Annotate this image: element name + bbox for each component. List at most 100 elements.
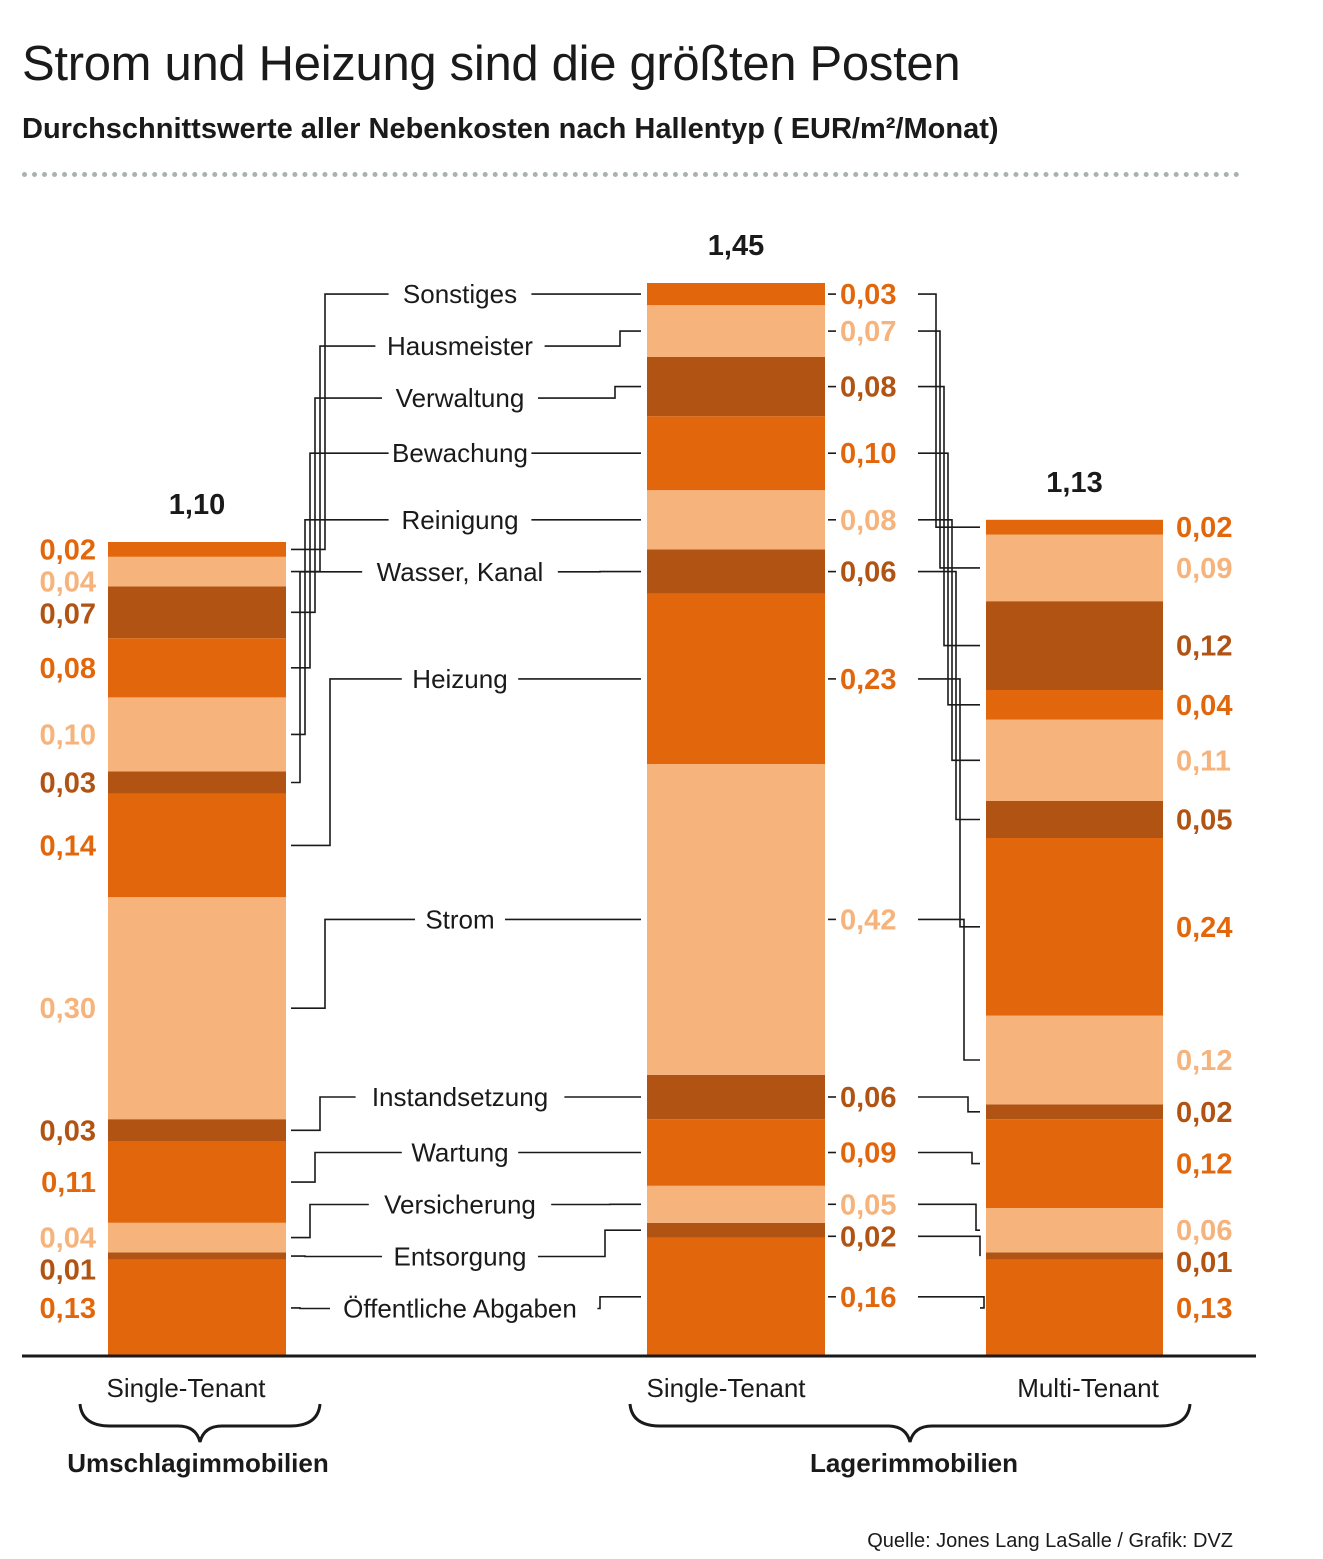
series-label-reinigung: Reinigung bbox=[401, 505, 518, 535]
leader-left-verwaltung bbox=[291, 397, 382, 614]
value-label-reinigung-1: 0,10 bbox=[40, 719, 96, 751]
leader-left-wartung bbox=[291, 1151, 402, 1183]
bar-segment-wartung-3 bbox=[986, 1119, 1163, 1208]
group-brace-umschlagimmobilien bbox=[78, 1403, 322, 1443]
leader-left-oeffentliche-abgaben bbox=[291, 1307, 330, 1310]
group-label-lagerimmobilien: Lagerimmobilien bbox=[810, 1448, 1018, 1478]
value-label-versicherung-1: 0,04 bbox=[40, 1223, 96, 1255]
value-label-wasser-kanal-3: 0,05 bbox=[1176, 805, 1232, 837]
leader-bar3-verwaltung bbox=[918, 385, 980, 647]
group-brace-lagerimmobilien bbox=[628, 1403, 1192, 1443]
leader-left-heizung bbox=[291, 678, 402, 847]
group-label-umschlagimmobilien: Umschlagimmobilien bbox=[67, 1448, 329, 1478]
bar-segment-oeffentliche-abgaben-3 bbox=[986, 1259, 1163, 1356]
leader-left-bewachung bbox=[291, 452, 389, 669]
value-label-instandsetzung-3: 0,02 bbox=[1176, 1097, 1232, 1129]
bar-segment-versicherung-3 bbox=[986, 1208, 1163, 1253]
value-label-entsorgung-3: 0,01 bbox=[1176, 1247, 1232, 1279]
leader-right-entsorgung bbox=[538, 1229, 641, 1258]
value-label-strom-3: 0,12 bbox=[1176, 1045, 1232, 1077]
leader-left-sonstiges bbox=[291, 293, 389, 551]
chart-title: Strom und Heizung sind die größten Poste… bbox=[22, 37, 961, 91]
connector-lines bbox=[291, 293, 985, 1310]
leader-bar3-bewachung bbox=[918, 452, 980, 706]
total-label-2: 1,45 bbox=[708, 230, 764, 262]
category-label-3: Multi-Tenant bbox=[1017, 1373, 1159, 1403]
bar-segment-hausmeister-2 bbox=[647, 305, 825, 357]
total-label-3: 1,13 bbox=[1046, 467, 1102, 499]
bar-segment-instandsetzung-2 bbox=[647, 1074, 825, 1120]
bar-segment-verwaltung-2 bbox=[647, 357, 825, 417]
bar-segment-entsorgung-3 bbox=[986, 1252, 1163, 1260]
value-label-strom-2: 0,42 bbox=[840, 904, 896, 936]
leader-left-hausmeister bbox=[291, 345, 376, 573]
value-label-oeffentliche-abgaben-3: 0,13 bbox=[1176, 1293, 1232, 1325]
bar-segment-wasser-kanal-2 bbox=[647, 549, 825, 594]
bar-totals: 1,10 1,45 1,13 bbox=[169, 230, 1103, 521]
series-label-entsorgung: Entsorgung bbox=[394, 1242, 527, 1272]
bar-segment-sonstiges-1 bbox=[108, 542, 286, 557]
total-label-1: 1,10 bbox=[169, 489, 225, 521]
series-label-versicherung: Versicherung bbox=[384, 1190, 536, 1220]
leader-left-wasser-kanal bbox=[291, 570, 363, 784]
series-label-bewachung: Bewachung bbox=[392, 438, 528, 468]
leader-left-versicherung bbox=[291, 1203, 369, 1239]
leader-bar3-oeffentliche-abgaben bbox=[918, 1296, 985, 1309]
leader-bar3-wartung bbox=[918, 1151, 980, 1165]
bar-segment-wartung-2 bbox=[647, 1119, 825, 1186]
value-label-oeffentliche-abgaben-1: 0,13 bbox=[40, 1293, 96, 1325]
category-label-2: Single-Tenant bbox=[647, 1373, 807, 1403]
series-label-verwaltung: Verwaltung bbox=[396, 383, 525, 413]
leader-bar3-instandsetzung bbox=[918, 1096, 980, 1113]
bar-segment-reinigung-3 bbox=[986, 719, 1163, 801]
series-label-wartung: Wartung bbox=[411, 1138, 508, 1168]
leader-left-instandsetzung bbox=[291, 1096, 356, 1132]
bar-segment-oeffentliche-abgaben-1 bbox=[108, 1259, 286, 1356]
bar-segment-entsorgung-1 bbox=[108, 1252, 286, 1260]
leader-bar3-hausmeister bbox=[918, 330, 980, 569]
bar-segment-verwaltung-3 bbox=[986, 601, 1163, 690]
value-label-heizung-3: 0,24 bbox=[1176, 912, 1232, 944]
value-label-heizung-1: 0,14 bbox=[40, 830, 96, 862]
bar-segment-wasser-kanal-1 bbox=[108, 771, 286, 794]
bar-segment-hausmeister-1 bbox=[108, 556, 286, 587]
leader-bar3-heizung bbox=[918, 678, 980, 928]
value-label-sonstiges-3: 0,02 bbox=[1176, 512, 1232, 544]
bar-segment-entsorgung-2 bbox=[647, 1222, 825, 1238]
leader-bar3-reinigung bbox=[918, 518, 980, 762]
chart-subtitle: Durchschnittswerte aller Nebenkosten nac… bbox=[22, 113, 999, 145]
value-label-wasser-kanal-2: 0,06 bbox=[840, 557, 896, 589]
leader-bar3-entsorgung bbox=[918, 1235, 981, 1257]
bar-segment-heizung-1 bbox=[108, 793, 286, 898]
value-label-wartung-2: 0,09 bbox=[840, 1138, 896, 1170]
bar-segment-strom-1 bbox=[108, 897, 286, 1120]
value-label-heizung-2: 0,23 bbox=[840, 664, 896, 696]
value-label-entsorgung-2: 0,02 bbox=[840, 1221, 896, 1253]
value-labels: 0,130,010,040,110,030,300,140,030,100,08… bbox=[40, 279, 1233, 1325]
leader-left-reinigung bbox=[291, 518, 389, 736]
value-label-reinigung-3: 0,11 bbox=[1176, 745, 1231, 777]
value-label-reinigung-2: 0,08 bbox=[840, 505, 896, 537]
leader-right-oeffentliche-abgaben bbox=[597, 1296, 641, 1310]
bar-segment-bewachung-3 bbox=[986, 690, 1163, 720]
value-label-instandsetzung-2: 0,06 bbox=[840, 1082, 896, 1114]
value-label-hausmeister-2: 0,07 bbox=[840, 316, 896, 348]
series-label-sonstiges: Sonstiges bbox=[403, 279, 517, 309]
bar-segment-strom-3 bbox=[986, 1015, 1163, 1105]
leader-right-hausmeister bbox=[544, 330, 641, 347]
source-note: Quelle: Jones Lang LaSalle / Grafik: DVZ bbox=[867, 1530, 1233, 1552]
value-label-verwaltung-1: 0,07 bbox=[40, 598, 96, 630]
value-label-sonstiges-1: 0,02 bbox=[40, 534, 96, 566]
leader-left-strom bbox=[291, 918, 415, 1010]
value-label-bewachung-3: 0,04 bbox=[1176, 690, 1232, 722]
leader-bar3-versicherung bbox=[918, 1203, 980, 1231]
value-label-verwaltung-2: 0,08 bbox=[840, 372, 896, 404]
value-label-versicherung-3: 0,06 bbox=[1176, 1215, 1232, 1247]
bar-segment-oeffentliche-abgaben-2 bbox=[647, 1237, 825, 1356]
value-label-bewachung-2: 0,10 bbox=[840, 438, 896, 470]
category-axis: Single-Tenant Single-Tenant Multi-Tenant Um… bbox=[67, 1373, 1192, 1478]
series-labels: Öffentliche Abgaben Entsorgung Versicherun… bbox=[343, 279, 577, 1323]
bar-segment-reinigung-1 bbox=[108, 697, 286, 772]
series-label-heizung: Heizung bbox=[412, 664, 507, 694]
